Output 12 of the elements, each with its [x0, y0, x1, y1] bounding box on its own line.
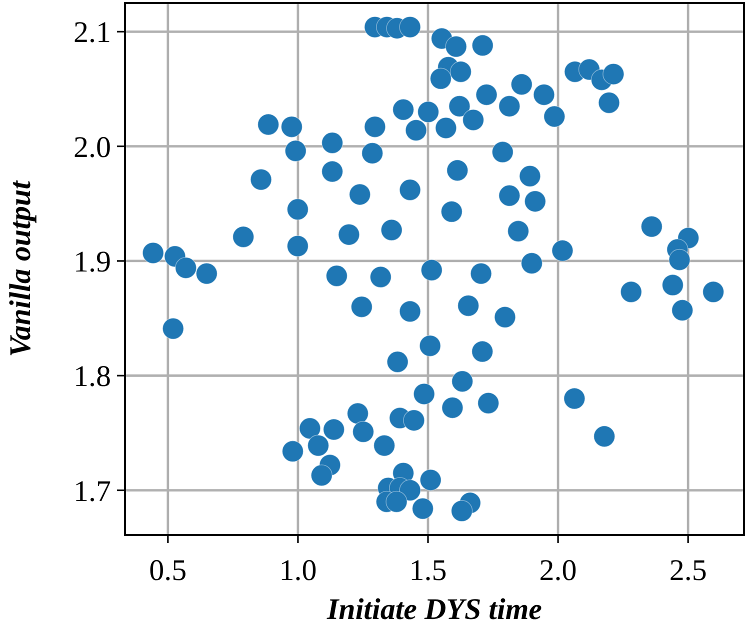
y-tick-label: 2.0 — [74, 130, 111, 164]
x-tick-label: 2.5 — [669, 554, 707, 587]
x-axis-title: Initiate DYS time — [326, 593, 542, 625]
y-tick-label: 1.8 — [74, 360, 111, 394]
x-tick-label: 2.0 — [539, 554, 577, 587]
x-tick-label: 1.0 — [279, 554, 317, 587]
y-axis-title: Vanilla output — [4, 179, 37, 357]
y-tick-label: 2.1 — [74, 16, 111, 50]
y-tick-label: 1.9 — [74, 245, 111, 278]
x-tick-label: 0.5 — [149, 554, 187, 587]
x-tick-label: 1.5 — [409, 554, 447, 587]
y-tick-label: 1.7 — [74, 474, 111, 508]
